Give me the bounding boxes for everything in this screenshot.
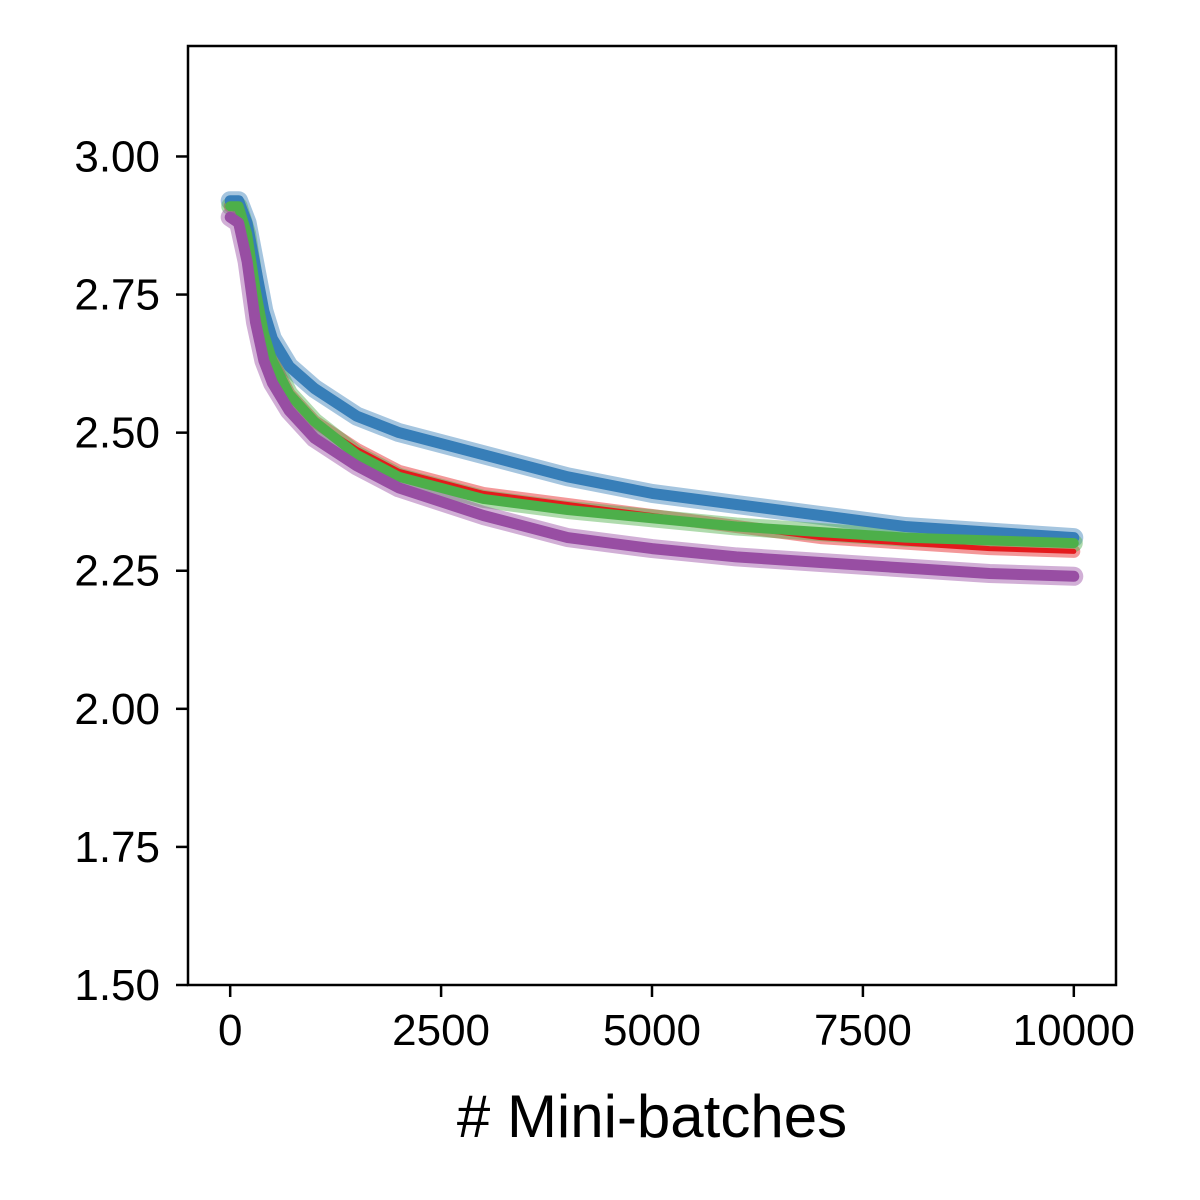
y-tick-label: 3.00 — [74, 132, 160, 181]
x-tick-label: 10000 — [1013, 1006, 1135, 1055]
y-tick-label: 2.50 — [74, 409, 160, 458]
series-line-3 — [224, 211, 1080, 582]
y-tick-label: 2.75 — [74, 271, 160, 320]
y-tick-label: 1.75 — [74, 823, 160, 872]
y-tick-label: 2.00 — [74, 685, 160, 734]
x-tick-label: 5000 — [603, 1006, 701, 1055]
y-axis-ticks: 1.50 1.75 2.00 2.25 2.50 2.75 3.00 — [74, 132, 188, 1010]
x-tick-label: 0 — [218, 1006, 242, 1055]
x-tick-label: 7500 — [814, 1006, 912, 1055]
x-tick-label: 2500 — [392, 1006, 490, 1055]
series-lines — [224, 195, 1080, 582]
y-tick-label: 2.25 — [74, 547, 160, 596]
x-axis-ticks: 0 2500 5000 7500 10000 — [218, 985, 1135, 1055]
x-axis-title: # Mini-batches — [457, 1083, 847, 1150]
y-tick-label: 1.50 — [74, 961, 160, 1010]
